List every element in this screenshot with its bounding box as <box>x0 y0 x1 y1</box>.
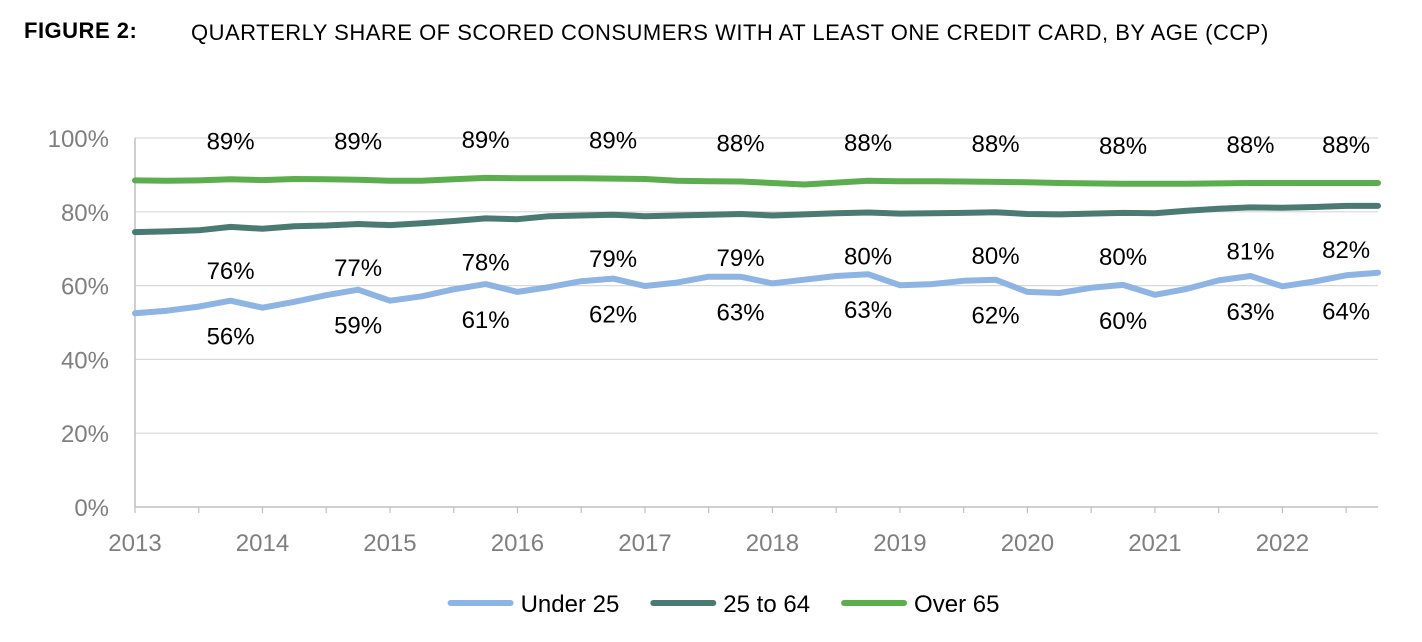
x-tick-label: 2018 <box>746 530 799 557</box>
data-label: 89% <box>589 128 637 155</box>
data-label: 77% <box>334 255 382 282</box>
legend-label: Under 25 <box>521 591 620 618</box>
data-label: 60% <box>1099 308 1147 335</box>
data-label: 88% <box>1226 132 1274 159</box>
y-tick-label: 40% <box>61 347 109 374</box>
x-tick-label: 2019 <box>873 530 926 557</box>
y-tick-label: 60% <box>61 274 109 301</box>
data-label: 79% <box>589 246 637 273</box>
data-label: 63% <box>717 300 765 327</box>
legend-item: Under 25 <box>447 591 620 618</box>
data-label: 62% <box>972 303 1020 330</box>
data-label: 78% <box>462 249 510 276</box>
series-line-25-to-64 <box>132 202 1381 236</box>
data-label: 62% <box>589 302 637 329</box>
x-tick-label: 2016 <box>491 530 544 557</box>
legend: Under 25 25 to 64 Over 65 <box>447 591 999 618</box>
data-label: 59% <box>334 313 382 340</box>
series-lines <box>132 174 1381 317</box>
data-label: 80% <box>1099 244 1147 271</box>
data-label: 63% <box>844 297 892 324</box>
figure-label: FIGURE 2: <box>24 18 138 43</box>
data-label: 56% <box>207 324 255 351</box>
y-tick-label: 80% <box>61 200 109 227</box>
data-label: 88% <box>844 130 892 157</box>
y-tick-label: 100% <box>48 126 109 153</box>
data-label: 89% <box>462 127 510 154</box>
y-tick-label: 0% <box>74 495 109 522</box>
data-label: 64% <box>1322 298 1370 325</box>
legend-label: 25 to 64 <box>723 591 810 618</box>
y-tick-label: 20% <box>61 421 109 448</box>
series-line-over-65 <box>132 174 1381 188</box>
x-tick-label: 2022 <box>1256 530 1309 557</box>
data-label: 88% <box>717 131 765 158</box>
legend-label: Over 65 <box>914 591 999 618</box>
data-label: 81% <box>1226 238 1274 265</box>
data-label: 80% <box>972 243 1020 270</box>
data-labels: 89% 89% 89% 89% 88% 88% 88% 88% 88% 88% 76% 77% 78% 7… <box>207 127 1371 351</box>
data-label: 80% <box>844 244 892 271</box>
x-tick-label: 2015 <box>363 530 416 557</box>
data-label: 88% <box>972 131 1020 158</box>
data-label: 63% <box>1226 299 1274 326</box>
series-line-under-25 <box>132 269 1381 317</box>
data-label: 76% <box>207 258 255 285</box>
data-label: 89% <box>207 128 255 155</box>
data-label: 79% <box>717 245 765 272</box>
x-tick-label: 2020 <box>1001 530 1054 557</box>
data-label: 82% <box>1322 237 1370 264</box>
chart-title: QUARTERLY SHARE OF SCORED CONSUMERS WITH… <box>191 20 1269 45</box>
x-tick-label: 2017 <box>618 530 671 557</box>
legend-item: 25 to 64 <box>650 591 810 618</box>
x-tick-label: 2021 <box>1128 530 1181 557</box>
data-label: 88% <box>1099 133 1147 160</box>
data-label: 88% <box>1322 132 1370 159</box>
x-tick-label: 2013 <box>108 530 161 557</box>
legend-item: Over 65 <box>841 591 999 618</box>
data-label: 61% <box>462 307 510 334</box>
axes: 0% 20% 40% 60% 80% 100% 2013 2014 2015 2016 2017 20… <box>48 126 1378 557</box>
x-tick-label: 2014 <box>236 530 289 557</box>
data-label: 89% <box>334 129 382 156</box>
